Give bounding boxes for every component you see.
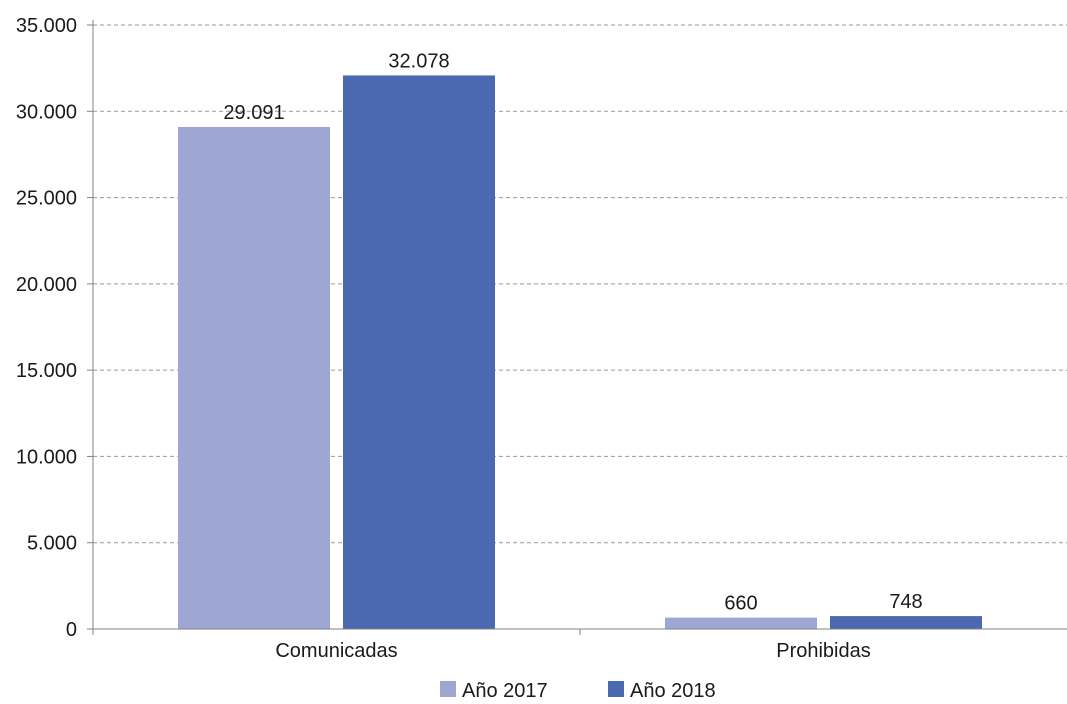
y-tick-label: 20.000 — [16, 274, 77, 296]
y-tick-label: 30.000 — [16, 101, 77, 123]
legend-swatch — [608, 681, 624, 697]
legend-swatch — [440, 681, 456, 697]
bar — [665, 617, 817, 629]
x-category-label: Comunicadas — [275, 640, 397, 662]
axes — [92, 20, 1067, 635]
bar — [343, 75, 495, 630]
y-axis-ticks: 0 5.000 10.000 15.000 20.000 25.000 30.000 35.0… — [16, 15, 93, 641]
legend-label: Año 2017 — [462, 680, 548, 702]
x-category-label: Prohibidas — [776, 640, 871, 662]
bar — [178, 126, 330, 629]
legend: Año 2017 Año 2018 — [440, 680, 716, 702]
y-tick-label: 0 — [66, 619, 77, 641]
data-label: 29.091 — [223, 102, 284, 124]
y-tick-label: 10.000 — [16, 446, 77, 468]
y-tick-label: 25.000 — [16, 188, 77, 210]
data-labels: 29.091 32.078 660 748 — [223, 50, 922, 614]
legend-label: Año 2018 — [630, 680, 716, 702]
y-tick-label: 35.000 — [16, 15, 77, 37]
x-axis-category-labels: Comunicadas Prohibidas — [275, 640, 870, 662]
data-label: 32.078 — [388, 50, 449, 72]
bar — [830, 616, 982, 629]
y-tick-label: 5.000 — [27, 533, 77, 555]
data-label: 748 — [889, 591, 922, 613]
y-tick-label: 15.000 — [16, 360, 77, 382]
data-label: 660 — [724, 593, 757, 615]
bars — [178, 75, 982, 630]
